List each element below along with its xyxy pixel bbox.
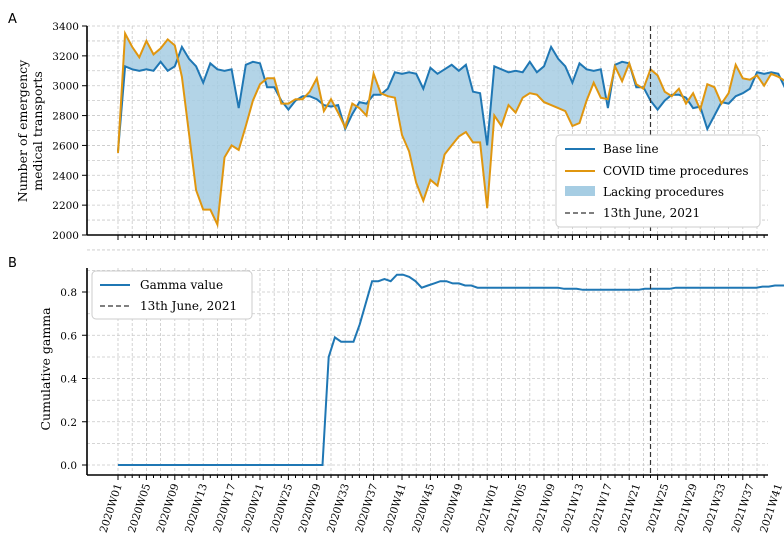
- legend-b-june-label: 13th June, 2021: [140, 299, 237, 313]
- x-tick-label: 2020W37: [353, 482, 380, 534]
- x-tick-label: 2021W25: [644, 482, 671, 534]
- legend-lacking-label: Lacking procedures: [603, 185, 724, 199]
- panel-a-axes: [86, 26, 768, 240]
- panel-a-y-ticks: 2000 2200 2400 2600 2800 3000 3200 3400: [52, 21, 87, 242]
- y-tick-label: 0.2: [60, 417, 77, 429]
- legend-lacking-swatch: [565, 186, 595, 196]
- legend-covid-label: COVID time procedures: [603, 164, 748, 178]
- x-tick-label: 2020W25: [268, 482, 295, 534]
- y-tick-label: 2000: [52, 230, 79, 242]
- x-tick-label: 2020W41: [382, 482, 409, 534]
- panel-a-legend: Base line COVID time procedures Lacking …: [555, 134, 761, 228]
- panel-a-label: A: [8, 12, 17, 27]
- x-tick-label: 2020W01: [98, 482, 125, 534]
- x-tick-label: 2021W09: [531, 482, 558, 534]
- panel-b-legend: Gamma value 13th June, 2021: [91, 270, 253, 320]
- legend-baseline-label: Base line: [603, 142, 659, 156]
- x-tick-label: 2020W21: [240, 482, 267, 534]
- panel-a-ylabel-line2: medical transports: [30, 71, 45, 191]
- y-tick-label: 2600: [52, 140, 79, 152]
- x-tick-label: 2020W45: [410, 482, 437, 534]
- x-tick-label: 2020W49: [439, 482, 466, 534]
- panel-b-axes: [86, 268, 768, 480]
- x-tick-label: 2021W01: [474, 482, 501, 534]
- x-tick-label: 2021W41: [758, 482, 784, 534]
- panel-b-y-ticks: 0.0 0.2 0.4 0.6 0.8: [60, 287, 87, 472]
- x-tick-label: 2020W09: [155, 482, 182, 534]
- x-tick-label: 2020W13: [183, 482, 210, 534]
- legend-june-label: 13th June, 2021: [603, 206, 700, 220]
- panel-b-grid: [87, 268, 768, 475]
- x-tick-label: 2021W29: [673, 482, 700, 534]
- panel-b-ylabel: Cumulative gamma: [38, 307, 53, 431]
- panel-b-chart: B 0.0 0.2 0.4 0.6 0.8 Cumulative gamma Gamma…: [8, 256, 784, 480]
- panel-a-chart: A 2000 2200 2400 2600 2800 3000 3200 3400 Numbe…: [8, 12, 784, 251]
- x-tick-label: 2020W17: [211, 482, 238, 534]
- lacking-procedures-area: [118, 33, 784, 225]
- y-tick-label: 2200: [52, 200, 79, 212]
- y-tick-label: 0.0: [60, 460, 77, 472]
- y-tick-label: 0.4: [60, 374, 77, 386]
- x-tick-label: 2021W33: [701, 482, 728, 534]
- y-tick-label: 3000: [52, 81, 79, 93]
- x-tick-label: 2021W17: [588, 482, 615, 534]
- y-tick-label: 3200: [52, 51, 79, 63]
- x-tick-label: 2021W37: [730, 482, 757, 534]
- x-tick-label: 2020W33: [325, 482, 352, 534]
- y-tick-label: 2400: [52, 170, 79, 182]
- panel-b-label: B: [8, 256, 17, 271]
- y-tick-label: 0.6: [60, 330, 77, 342]
- covid-series-line: [117, 29, 784, 229]
- legend-gamma-label: Gamma value: [140, 278, 223, 292]
- panel-a-ylabel-line1: Number of emergency: [15, 59, 30, 202]
- x-axis-tick-labels: 2020W01 2020W05 2020W09 2020W13 2020W17 2020W…: [98, 482, 784, 534]
- gamma-series-line: [118, 273, 784, 466]
- y-tick-label: 2800: [52, 111, 79, 123]
- x-tick-label: 2021W13: [559, 482, 586, 534]
- x-tick-label: 2020W29: [297, 482, 324, 534]
- y-tick-label: 0.8: [60, 287, 77, 299]
- x-tick-label: 2021W05: [502, 482, 529, 534]
- x-tick-label: 2021W21: [616, 482, 643, 534]
- y-tick-label: 3400: [52, 21, 79, 33]
- x-tick-label: 2020W05: [126, 482, 153, 534]
